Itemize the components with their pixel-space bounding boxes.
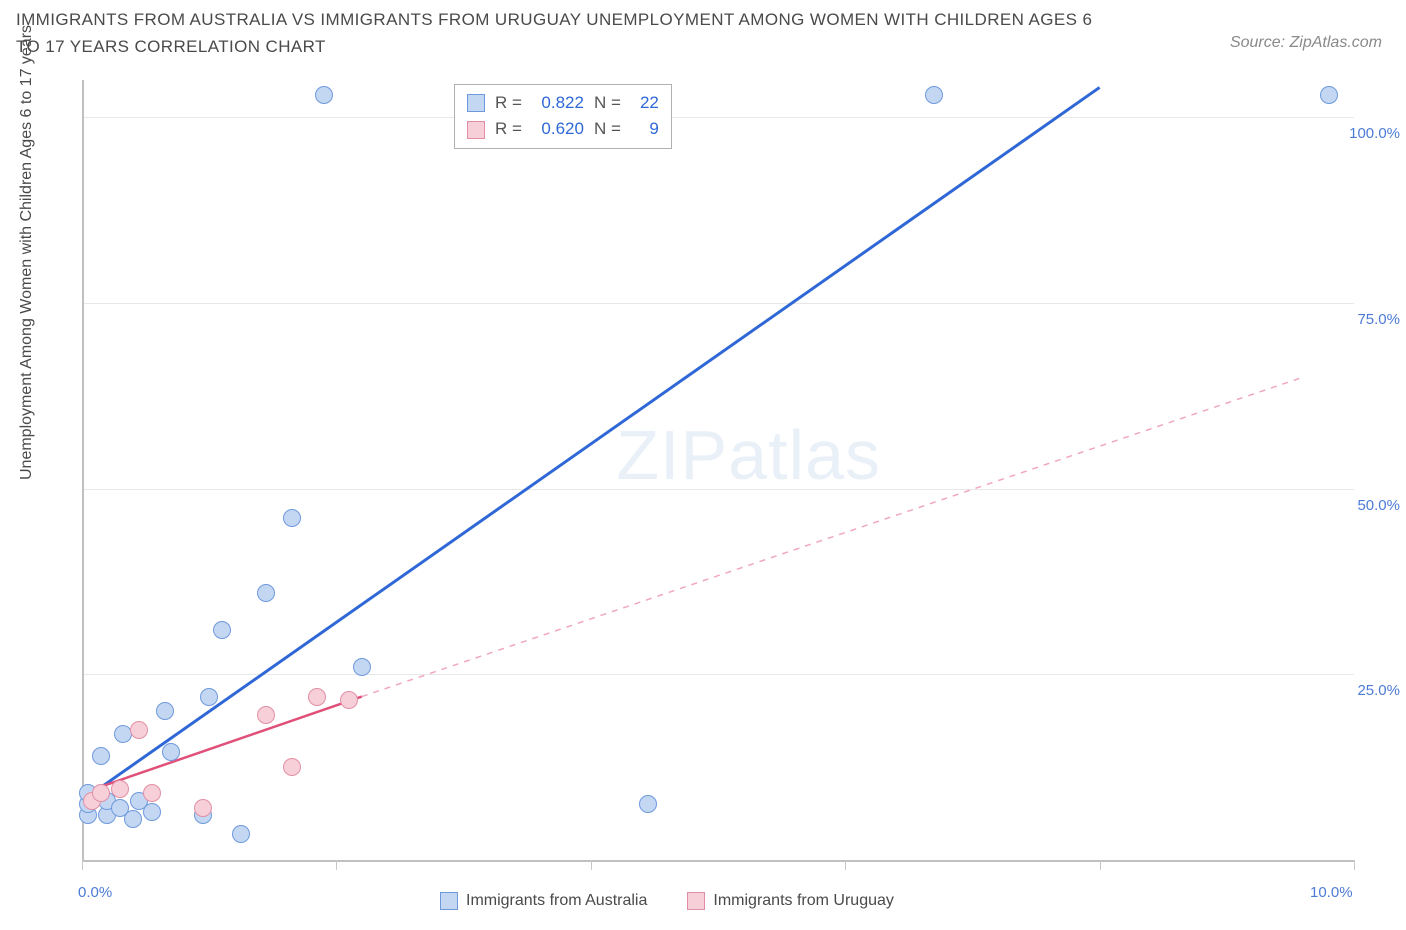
trend-lines bbox=[60, 80, 1376, 880]
scatter-point-uruguay bbox=[340, 691, 358, 709]
scatter-point-uruguay bbox=[283, 758, 301, 776]
scatter-point-australia bbox=[124, 810, 142, 828]
stats-row: R = 0.620 N = 9 bbox=[467, 116, 659, 142]
legend-label: Immigrants from Australia bbox=[466, 892, 647, 910]
scatter-point-uruguay bbox=[308, 688, 326, 706]
scatter-point-australia bbox=[925, 86, 943, 104]
scatter-point-uruguay bbox=[130, 721, 148, 739]
stat-n-value: 22 bbox=[631, 90, 659, 116]
scatter-point-australia bbox=[92, 747, 110, 765]
scatter-point-australia bbox=[639, 795, 657, 813]
scatter-point-australia bbox=[232, 825, 250, 843]
stat-n-label: N = bbox=[594, 116, 621, 142]
legend-swatch bbox=[440, 892, 458, 910]
legend-swatch bbox=[467, 121, 485, 139]
chart-source: Source: ZipAtlas.com bbox=[1230, 34, 1382, 52]
y-tick-label: 100.0% bbox=[1324, 125, 1400, 142]
legend-swatch bbox=[687, 892, 705, 910]
stat-n-value: 9 bbox=[631, 116, 659, 142]
scatter-point-australia bbox=[283, 509, 301, 527]
y-tick-label: 25.0% bbox=[1324, 682, 1400, 699]
y-axis-label: Unemployment Among Women with Children A… bbox=[18, 25, 36, 480]
scatter-point-australia bbox=[156, 702, 174, 720]
y-tick-label: 50.0% bbox=[1324, 497, 1400, 514]
plot-area: ZIPatlas bbox=[60, 80, 1376, 880]
stats-box: R = 0.822 N = 22 R = 0.620 N = 9 bbox=[454, 84, 672, 149]
bottom-legend: Immigrants from Australia Immigrants from… bbox=[440, 892, 894, 910]
scatter-point-australia bbox=[257, 584, 275, 602]
scatter-point-uruguay bbox=[92, 784, 110, 802]
legend-item: Immigrants from Australia bbox=[440, 892, 647, 910]
stat-n-label: N = bbox=[594, 90, 621, 116]
x-tick-label: 0.0% bbox=[78, 884, 112, 901]
scatter-point-australia bbox=[162, 743, 180, 761]
trend-ext-uruguay bbox=[362, 377, 1303, 696]
scatter-point-australia bbox=[114, 725, 132, 743]
x-tick-label: 10.0% bbox=[1310, 884, 1353, 901]
legend-swatch bbox=[467, 94, 485, 112]
scatter-point-uruguay bbox=[257, 706, 275, 724]
scatter-point-australia bbox=[315, 86, 333, 104]
scatter-point-uruguay bbox=[143, 784, 161, 802]
stat-r-label: R = bbox=[495, 116, 522, 142]
scatter-point-australia bbox=[1320, 86, 1338, 104]
scatter-point-uruguay bbox=[194, 799, 212, 817]
stat-r-value: 0.822 bbox=[532, 90, 584, 116]
trend-uruguay bbox=[82, 697, 362, 794]
legend-item: Immigrants from Uruguay bbox=[687, 892, 894, 910]
legend-label: Immigrants from Uruguay bbox=[713, 892, 894, 910]
stat-r-value: 0.620 bbox=[532, 116, 584, 142]
scatter-point-australia bbox=[143, 803, 161, 821]
scatter-point-australia bbox=[213, 621, 231, 639]
stats-row: R = 0.822 N = 22 bbox=[467, 90, 659, 116]
scatter-point-australia bbox=[200, 688, 218, 706]
trend-australia bbox=[82, 87, 1100, 800]
scatter-point-uruguay bbox=[111, 780, 129, 798]
stat-r-label: R = bbox=[495, 90, 522, 116]
scatter-point-australia bbox=[353, 658, 371, 676]
chart-title: IMMIGRANTS FROM AUSTRALIA VS IMMIGRANTS … bbox=[16, 6, 1096, 60]
y-tick-label: 75.0% bbox=[1324, 311, 1400, 328]
